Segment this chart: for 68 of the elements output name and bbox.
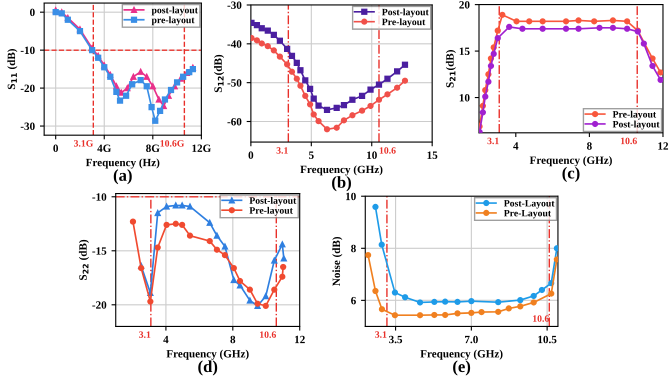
y-tick-label: 10 xyxy=(346,192,356,200)
y-axis-title: S$_{11}$ (dB) xyxy=(7,49,18,90)
x-tick-label: 10.5 xyxy=(538,336,556,344)
x-tick-label: 12 xyxy=(295,336,305,344)
legend-label: Pre-Layout xyxy=(504,210,552,218)
text: (c) xyxy=(562,166,580,182)
ref-line-label: 10.6 xyxy=(533,315,550,322)
ref-line-label: 10.6 xyxy=(260,331,276,338)
legend-label: Post-Layout xyxy=(504,200,554,209)
x-tick-label: 4G xyxy=(97,144,112,152)
x-tick-label: 4 xyxy=(163,336,168,344)
y-axis-title: S$_{21}$(dB) xyxy=(446,50,456,88)
y-tick-label: -10 xyxy=(20,46,35,54)
y-tick-label: -40 xyxy=(227,40,242,48)
x-tick-label: 4 xyxy=(513,142,518,150)
x-axis-title: Frequency (Hz) xyxy=(86,158,160,169)
y-tick-label: -30 xyxy=(20,122,35,130)
legend-label: Pre-layout xyxy=(382,18,426,28)
y-tick-label: -10 xyxy=(92,193,106,201)
legend-label: pre-layout xyxy=(152,16,195,26)
ref-line-label: 10.6 xyxy=(380,147,396,154)
y-tick-label: -30 xyxy=(227,1,242,9)
legend-label: Pre-layout xyxy=(249,206,293,216)
legend-label: post-layout xyxy=(152,6,198,16)
x-tick-label: 0 xyxy=(248,151,254,159)
ref-line-label: 3.1 xyxy=(276,147,288,154)
x-tick-label: 3.5 xyxy=(389,336,402,344)
text: (e) xyxy=(453,360,470,376)
y-tick-label: 10 xyxy=(460,94,470,102)
y-axis-title: S$_{12}$(dB) xyxy=(214,54,224,92)
y-tick-label: 20 xyxy=(459,1,470,9)
x-tick-label: 5 xyxy=(308,152,314,159)
x-tick-label: 12 xyxy=(658,142,668,150)
ref-line-label: 3.1 xyxy=(375,331,386,338)
ref-line-label: 10.6G xyxy=(160,140,184,147)
y-tick-label: 15 xyxy=(460,48,470,56)
x-tick-label: 15 xyxy=(428,151,438,159)
ref-line-label: 3.1 xyxy=(487,138,499,144)
ref-line-label: 10.6 xyxy=(620,138,637,144)
y-axis-title: Noise (dB) xyxy=(332,236,342,286)
y-tick-label: 0 xyxy=(30,8,35,16)
y-tick-label: 6 xyxy=(351,296,356,304)
x-axis-title: Frequency (GHz) xyxy=(166,350,249,360)
x-axis-title: Frequency (GHz) xyxy=(300,165,382,176)
x-tick-label: 8G xyxy=(146,144,160,152)
legend-label: Post-layout xyxy=(382,8,429,18)
y-tick-label: -20 xyxy=(20,84,35,92)
ref-line-label: 3.1G xyxy=(74,140,94,147)
x-tick-label: 0 xyxy=(53,144,58,152)
x-axis-title: Frequency (GHz) xyxy=(420,350,503,360)
text: (b) xyxy=(332,176,351,192)
text: (a) xyxy=(114,169,132,184)
legend-label: Pre-layout xyxy=(612,110,656,120)
y-axis-title: S$_{22}$ (dB) xyxy=(78,240,89,280)
y-tick-label: -20 xyxy=(92,301,106,309)
y-tick-label: -15 xyxy=(92,247,106,255)
text: (d) xyxy=(198,360,218,376)
y-tick-label: -50 xyxy=(227,79,242,87)
ref-line-label: 3.1 xyxy=(139,331,150,338)
y-tick-label: 8 xyxy=(351,244,356,252)
x-tick-label: 12G xyxy=(192,144,211,152)
y-tick-label: -60 xyxy=(227,118,242,126)
x-axis-title: Frequency (GHz) xyxy=(530,156,612,166)
legend-label: Post-layout xyxy=(612,120,660,130)
x-tick-label: 8 xyxy=(586,142,592,150)
x-tick-label: 7.0 xyxy=(465,336,478,344)
legend-label: Post-layout xyxy=(249,197,296,206)
x-tick-label: 10 xyxy=(367,151,377,159)
